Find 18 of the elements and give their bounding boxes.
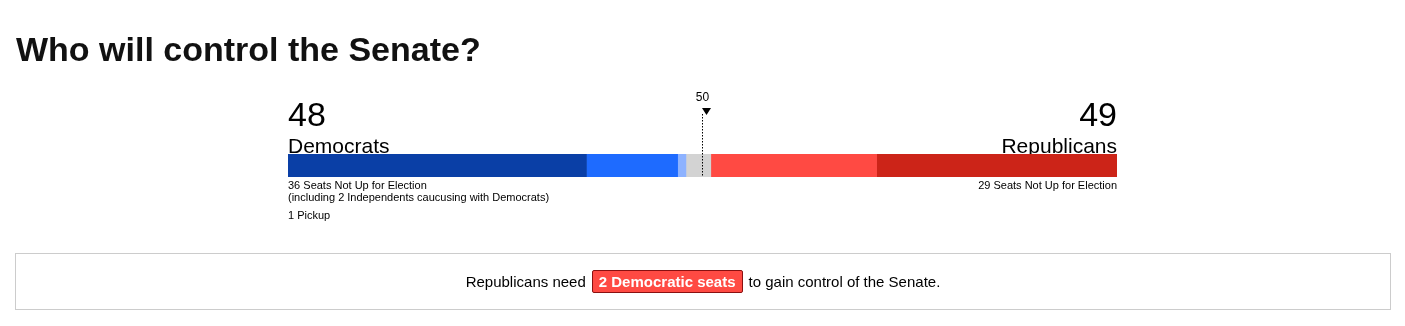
text: 49 — [1079, 95, 1117, 133]
bar — [685, 154, 712, 177]
bar — [288, 154, 587, 177]
bar — [876, 154, 1117, 177]
text: 2 Democratic seats — [591, 270, 743, 293]
text: 48 — [288, 95, 326, 133]
text: 36 Seats Not Up for Election — [288, 179, 427, 191]
text: 1 Pickup — [288, 209, 331, 221]
bar — [710, 154, 877, 177]
ref-line-label: 50 — [695, 90, 710, 105]
text: to gain control of the Senate. — [748, 273, 941, 290]
annotation: Democrats — [288, 134, 390, 158]
bar — [586, 154, 678, 177]
text: 29 Seats Not Up for Election — [978, 179, 1117, 191]
annotation: Republicans — [1001, 134, 1117, 158]
chart-title: Who will control the Senate? — [16, 30, 481, 69]
text: (including 2 Independents caucusing with Democrats) — [288, 191, 550, 203]
text: Republicans need — [465, 273, 586, 290]
